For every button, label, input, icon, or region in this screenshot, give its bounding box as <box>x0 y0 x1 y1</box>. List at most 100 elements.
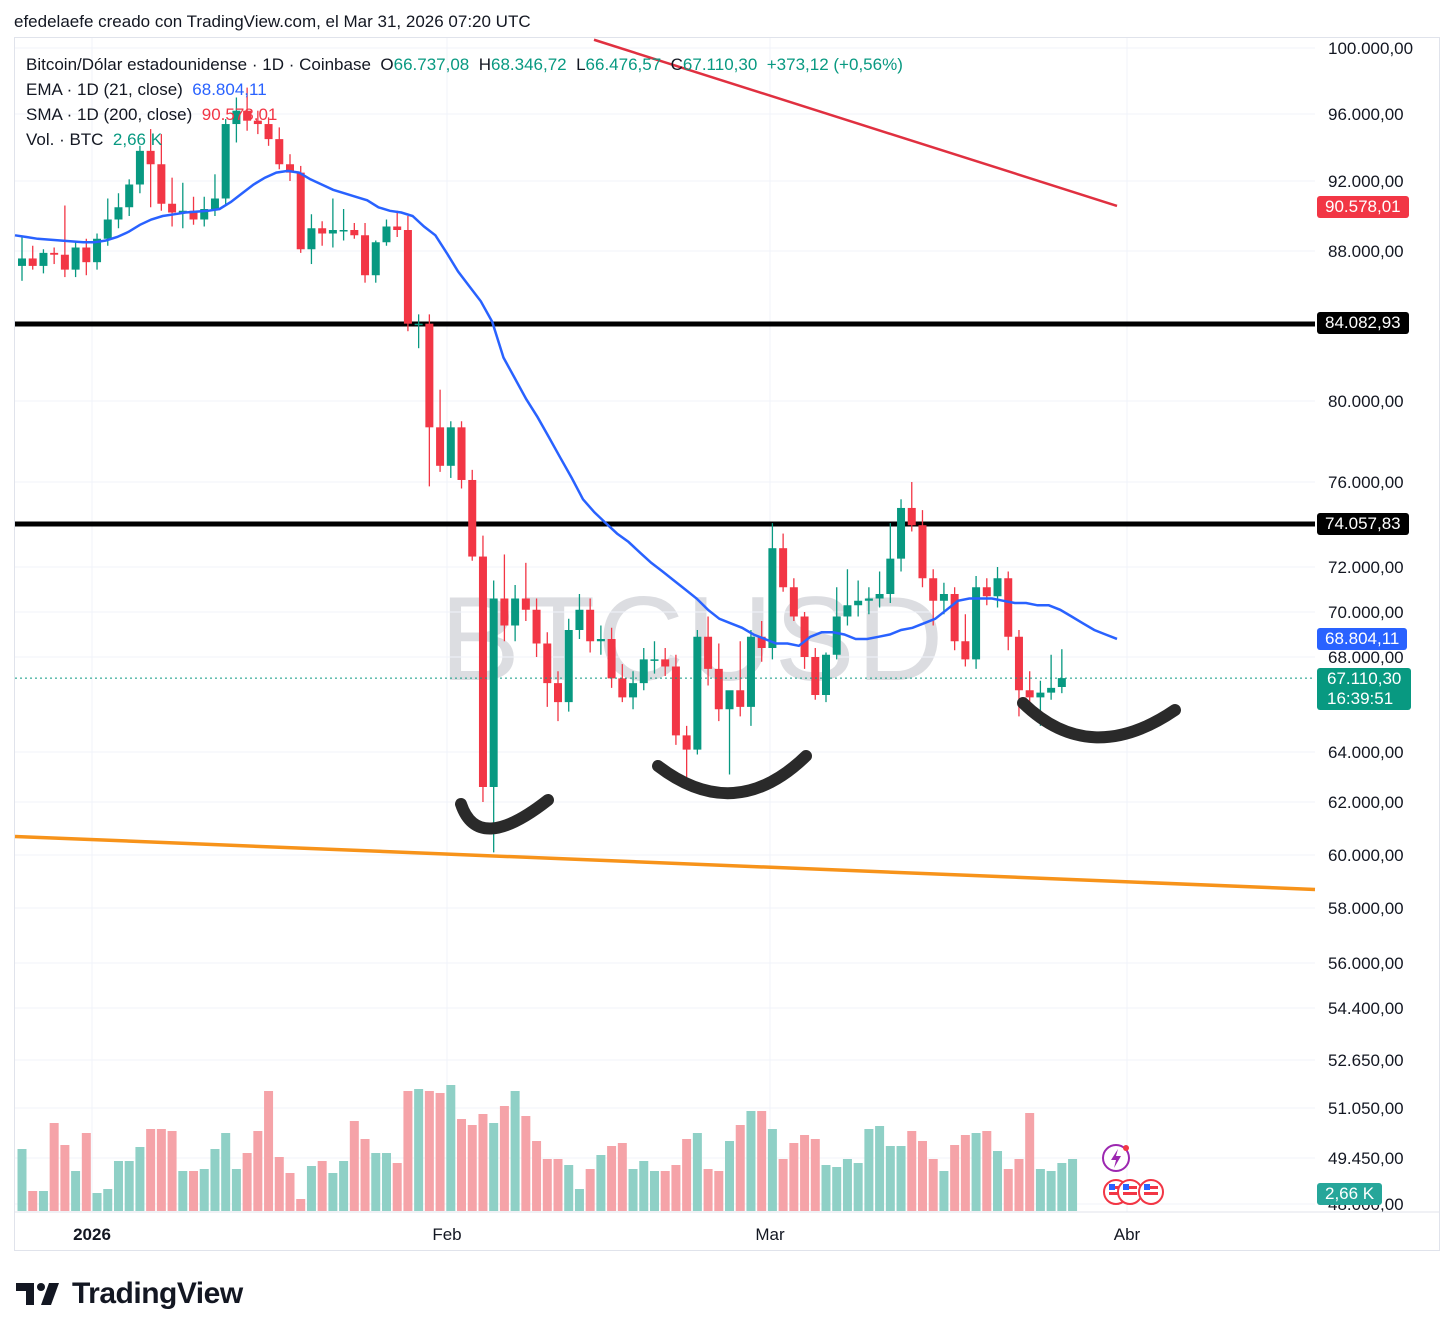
candle-body <box>982 587 991 597</box>
candle-body <box>618 678 627 698</box>
volume-bar <box>103 1189 113 1211</box>
candle-body <box>1004 578 1013 637</box>
volume-bar <box>596 1155 606 1211</box>
volume-bar <box>156 1129 166 1211</box>
candle-body <box>146 150 155 165</box>
candle-body <box>114 207 123 220</box>
volume-tag: 2,66 K <box>1317 1183 1383 1205</box>
price-axis-label: 88.000,00 <box>1328 242 1404 261</box>
volume-bar <box>553 1159 563 1211</box>
us-flag-stripe-icon <box>1123 1192 1137 1195</box>
volume-bar <box>960 1135 970 1211</box>
legend-ema-value: 68.804,11 <box>192 80 267 99</box>
candle-body <box>425 323 434 428</box>
volume-bar <box>746 1111 756 1211</box>
volume-bar <box>832 1167 842 1211</box>
chart-frame[interactable] <box>14 37 1440 1251</box>
legend-sma-row[interactable]: SMA · 1D (200, close) 90.578,01 <box>26 102 903 127</box>
legend-symbol[interactable]: Bitcoin/Dólar estadounidense · 1D · Coin… <box>26 55 371 74</box>
volume-bar <box>231 1169 241 1211</box>
volume-bar <box>124 1161 134 1211</box>
lightning-bolt-icon <box>1111 1149 1121 1168</box>
volume-bar <box>285 1173 295 1211</box>
candle-body <box>210 198 219 209</box>
last-price-tag: 67.110,30 16:39:51 <box>1317 668 1412 710</box>
price-axis-label: 92.000,00 <box>1328 172 1404 191</box>
candle-body <box>478 556 487 787</box>
volume-bar <box>457 1119 467 1211</box>
volume-bar <box>392 1163 402 1211</box>
legend-ema-row[interactable]: EMA · 1D (21, close) 68.804,11 <box>26 77 903 102</box>
us-flag-canton-icon <box>1144 1184 1150 1190</box>
volume-bar <box>60 1145 70 1211</box>
candle-body <box>746 636 755 707</box>
legend-volume-row[interactable]: Vol. · BTC 2,66 K <box>26 127 903 152</box>
drawn-arc-first <box>455 794 554 835</box>
price-axis-label: 70.000,00 <box>1328 603 1404 622</box>
drawn-arc-second <box>652 750 812 800</box>
volume-bar <box>757 1111 767 1211</box>
legend-ohlc-row: Bitcoin/Dólar estadounidense · 1D · Coin… <box>26 52 903 77</box>
volume-bar <box>1014 1159 1024 1211</box>
price-axis-label: 72.000,00 <box>1328 558 1404 577</box>
candle-body <box>693 636 702 750</box>
volume-bar <box>649 1171 659 1211</box>
volume-bar <box>821 1165 831 1211</box>
volume-bar <box>671 1165 681 1211</box>
candle-body <box>39 252 48 266</box>
volume-bar <box>381 1153 391 1211</box>
candle-body <box>811 657 820 695</box>
candle-body <box>135 150 144 185</box>
candle-body <box>71 247 80 270</box>
volume-bar <box>660 1171 670 1211</box>
volume-bar <box>28 1191 38 1211</box>
price-axis-label: 100.000,00 <box>1328 39 1413 58</box>
candle-body <box>704 636 713 669</box>
volume-bar <box>971 1133 981 1211</box>
us-flag-stripe-icon <box>1123 1186 1137 1189</box>
tradingview-logo[interactable]: TradingView <box>16 1277 243 1311</box>
legend-ema-label: EMA · 1D (21, close) <box>26 80 183 99</box>
candle-body <box>511 598 520 626</box>
volume-bar <box>585 1169 595 1211</box>
candle-body <box>221 124 230 199</box>
candle-body <box>328 230 337 234</box>
candle-body <box>243 110 252 121</box>
volume-bar <box>853 1163 863 1211</box>
volume-bar <box>210 1149 220 1211</box>
candle-body <box>232 110 241 125</box>
volume-bar <box>617 1143 627 1211</box>
candle-body <box>93 238 102 263</box>
volume-bar <box>810 1139 820 1211</box>
candle-body <box>286 164 294 173</box>
candle-body <box>500 598 509 626</box>
volume-bar <box>49 1123 59 1211</box>
candle-body <box>446 427 455 466</box>
bar-countdown: 16:39:51 <box>1327 689 1394 708</box>
legend-high-label: H <box>478 55 491 74</box>
price-axis-label: 68.000,00 <box>1328 648 1404 667</box>
volume-bar <box>714 1171 724 1211</box>
candle-body <box>275 139 284 165</box>
volume-bar <box>360 1139 370 1211</box>
candle-body <box>1036 692 1045 698</box>
time-axis-label: Mar <box>755 1225 785 1244</box>
candle-body <box>82 247 91 263</box>
price-axis-label: 76.000,00 <box>1328 473 1404 492</box>
tradingview-logo-icon <box>16 1283 59 1305</box>
time-axis-label: Abr <box>1114 1225 1141 1244</box>
volume-bar <box>639 1161 649 1211</box>
legend-low-value: 66.476,57 <box>585 55 662 74</box>
volume-bar <box>371 1153 381 1211</box>
candle-body <box>736 690 745 707</box>
us-flag-canton-icon <box>1109 1184 1115 1190</box>
candle-body <box>1057 678 1066 687</box>
candle-body <box>596 639 605 642</box>
last-price-value: 67.110,30 <box>1327 669 1402 688</box>
time-axis-label: 2026 <box>73 1225 111 1244</box>
sma-200-line <box>593 38 1118 208</box>
volume-bar <box>71 1171 81 1211</box>
volume-bar <box>574 1189 584 1211</box>
volume-bar <box>467 1125 477 1211</box>
